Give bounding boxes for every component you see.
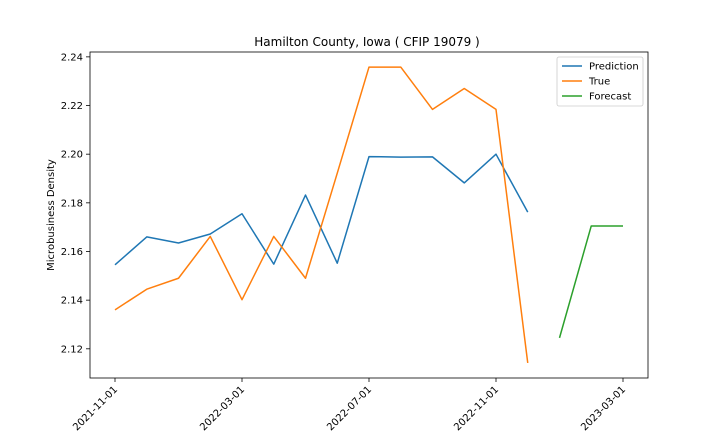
legend-label-forecast: Forecast bbox=[589, 92, 631, 103]
legend: Prediction True Forecast bbox=[556, 56, 644, 107]
y-axis-label: Microbusiness Density bbox=[46, 159, 57, 271]
series-line-forecast bbox=[558, 225, 623, 339]
y-tick-label: 2.18 bbox=[61, 198, 83, 209]
x-tick-label: 2022-03-01 bbox=[198, 384, 247, 432]
x-tick-label: 2022-07-01 bbox=[325, 384, 374, 432]
y-tick-label: 2.20 bbox=[61, 150, 83, 161]
series-layer bbox=[114, 66, 623, 364]
y-tick-label: 2.12 bbox=[61, 344, 83, 355]
y-tick-label: 2.24 bbox=[61, 52, 83, 63]
legend-box bbox=[556, 56, 644, 107]
y-axis: 2.12 2.14 2.16 2.18 2.20 2.22 2.24 bbox=[61, 52, 90, 355]
x-tick-label: 2022-11-01 bbox=[452, 384, 501, 432]
x-axis: 2021-11-01 2022-03-01 2022-07-01 2022-11-01… bbox=[71, 378, 628, 432]
legend-label-prediction: Prediction bbox=[589, 62, 639, 73]
y-tick-label: 2.22 bbox=[61, 101, 83, 112]
y-tick-label: 2.14 bbox=[61, 296, 83, 307]
series-line-true bbox=[114, 66, 529, 364]
x-tick-label: 2023-03-01 bbox=[579, 384, 628, 432]
y-tick-label: 2.16 bbox=[61, 247, 83, 258]
series-line-prediction bbox=[114, 153, 529, 266]
legend-label-true: True bbox=[588, 77, 610, 88]
x-tick-label: 2021-11-01 bbox=[71, 384, 120, 432]
chart-title: Hamilton County, Iowa ( CFIP 19079 ) bbox=[254, 35, 479, 49]
